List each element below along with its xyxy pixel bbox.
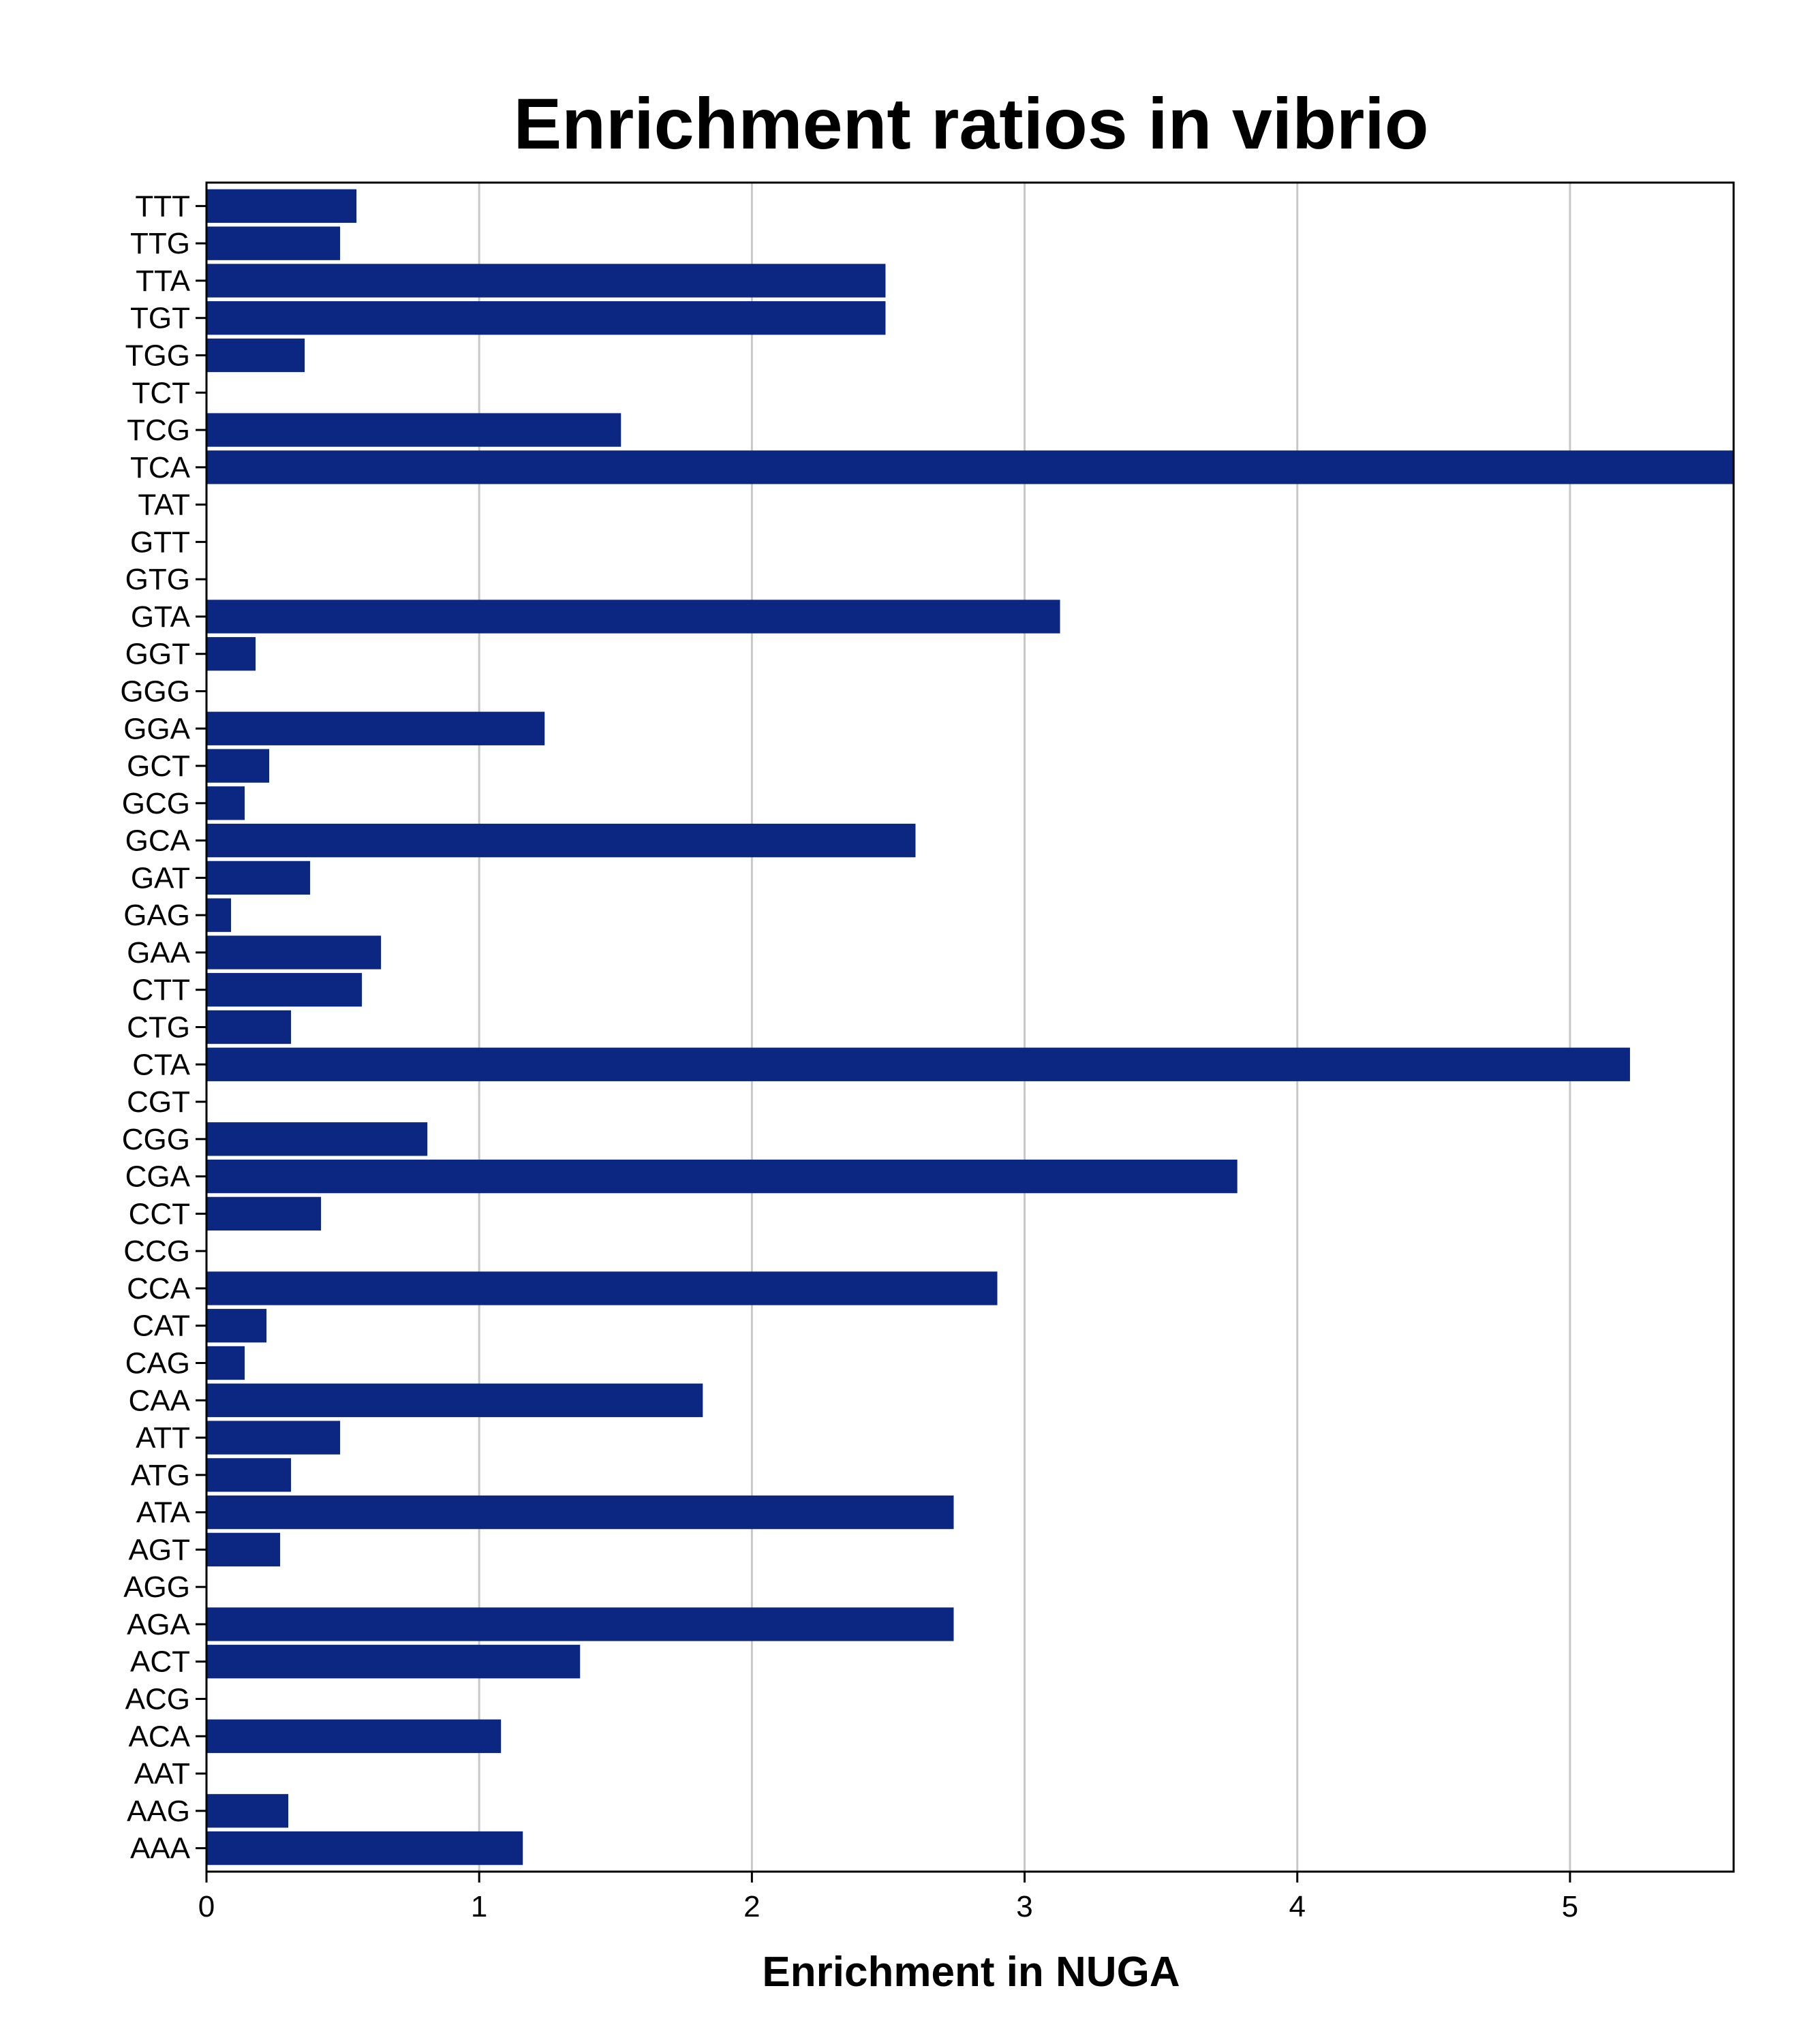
- bar-gct: [206, 749, 270, 783]
- y-tick-label: GAA: [127, 936, 191, 970]
- y-tick-label: CAT: [132, 1310, 190, 1343]
- bar-cct: [206, 1196, 322, 1231]
- x-axis: 0 1 2 3 4 5: [198, 1872, 1578, 1923]
- x-tick-label: 4: [1289, 1890, 1305, 1923]
- y-tick-label: TTT: [135, 189, 190, 223]
- y-tick-label: GAG: [123, 899, 190, 932]
- y-tick-label: TGT: [130, 302, 190, 335]
- y-tick-label: ATT: [136, 1421, 190, 1455]
- y-tick-label: TCT: [132, 376, 190, 409]
- bar-gat: [206, 861, 311, 895]
- y-tick-label: GCT: [127, 749, 190, 783]
- bar-gag: [206, 898, 232, 932]
- bar-act: [206, 1645, 581, 1679]
- bar-gcg: [206, 786, 245, 820]
- y-tick-label: ACA: [129, 1720, 191, 1753]
- bar-cgg: [206, 1122, 428, 1156]
- y-tick-label: GGG: [120, 675, 190, 709]
- bars: [206, 189, 1734, 1865]
- bar-tcg: [206, 413, 621, 447]
- bar-ttt: [206, 189, 357, 223]
- y-tick-label: ACT: [130, 1645, 190, 1679]
- y-tick-label: GTG: [125, 563, 190, 596]
- y-tick-label: CCT: [129, 1197, 190, 1230]
- bar-tgt: [206, 301, 886, 335]
- y-tick-label: TTA: [136, 264, 190, 298]
- y-tick-label: ATG: [131, 1459, 190, 1492]
- x-axis-label: Enrichment in NUGA: [762, 1949, 1180, 1996]
- bar-aaa: [206, 1831, 523, 1865]
- y-tick-label: AAA: [130, 1832, 191, 1865]
- y-tick-label: AAT: [134, 1757, 190, 1791]
- y-tick-label: TGG: [125, 339, 190, 373]
- y-tick-label: GGA: [123, 712, 190, 745]
- x-tick-label: 0: [198, 1890, 215, 1923]
- y-tick-label: TCA: [130, 451, 191, 484]
- y-tick-label: CTG: [127, 1011, 190, 1044]
- y-tick-label: TTG: [130, 227, 190, 260]
- bar-aga: [206, 1607, 954, 1641]
- y-tick-label: AGG: [123, 1570, 190, 1604]
- bar-cag: [206, 1346, 245, 1380]
- chart-title: Enrichment ratios in vibrio: [514, 84, 1429, 164]
- bar-ctg: [206, 1010, 292, 1044]
- bar-atg: [206, 1458, 292, 1492]
- bar-ggt: [206, 637, 256, 671]
- y-tick-label: CCA: [127, 1272, 191, 1305]
- x-tick-label: 2: [743, 1890, 760, 1923]
- y-tick-label: GCG: [122, 787, 190, 820]
- bar-tca: [206, 450, 1734, 484]
- y-tick-label: CAG: [125, 1347, 190, 1380]
- bar-gga: [206, 711, 545, 745]
- y-tick-label: AGA: [127, 1608, 191, 1641]
- bar-agt: [206, 1532, 281, 1567]
- bar-cga: [206, 1159, 1238, 1194]
- bar-cat: [206, 1309, 267, 1343]
- y-tick-label: CGA: [125, 1160, 191, 1194]
- bar-cta: [206, 1047, 1630, 1081]
- bar-gaa: [206, 935, 382, 970]
- bar-cca: [206, 1271, 998, 1305]
- y-tick-label: ATA: [136, 1496, 191, 1530]
- y-tick-label: CAA: [129, 1384, 191, 1417]
- x-tick-label: 1: [471, 1890, 487, 1923]
- y-tick-label: CGT: [127, 1085, 190, 1119]
- y-tick-label: CTT: [132, 974, 190, 1007]
- bar-caa: [206, 1383, 703, 1417]
- bar-gta: [206, 600, 1060, 634]
- y-tick-label: CCG: [123, 1235, 190, 1268]
- bar-att: [206, 1421, 341, 1455]
- y-tick-label: CGG: [122, 1123, 190, 1156]
- x-tick-label: 3: [1016, 1890, 1032, 1923]
- bar-tta: [206, 264, 886, 298]
- bar-ttg: [206, 226, 341, 260]
- y-tick-label: ACG: [125, 1683, 190, 1716]
- y-tick-label: GCA: [125, 824, 191, 858]
- y-tick-label: GAT: [131, 861, 190, 895]
- bar-ctt: [206, 973, 363, 1007]
- bar-aag: [206, 1794, 289, 1828]
- y-tick-label: AGT: [129, 1533, 190, 1566]
- bar-aca: [206, 1719, 502, 1753]
- y-tick-label: GTA: [131, 600, 191, 634]
- y-tick-label: CTA: [132, 1048, 190, 1081]
- y-tick-label: TCG: [127, 414, 190, 447]
- y-tick-label: TAT: [138, 489, 190, 522]
- bar-tgg: [206, 338, 305, 373]
- y-tick-label: GTT: [130, 525, 190, 559]
- y-tick-label: GGT: [125, 638, 190, 671]
- bar-gca: [206, 823, 916, 858]
- x-tick-label: 5: [1562, 1890, 1578, 1923]
- bar-ata: [206, 1495, 954, 1530]
- y-tick-label: AAG: [127, 1795, 190, 1828]
